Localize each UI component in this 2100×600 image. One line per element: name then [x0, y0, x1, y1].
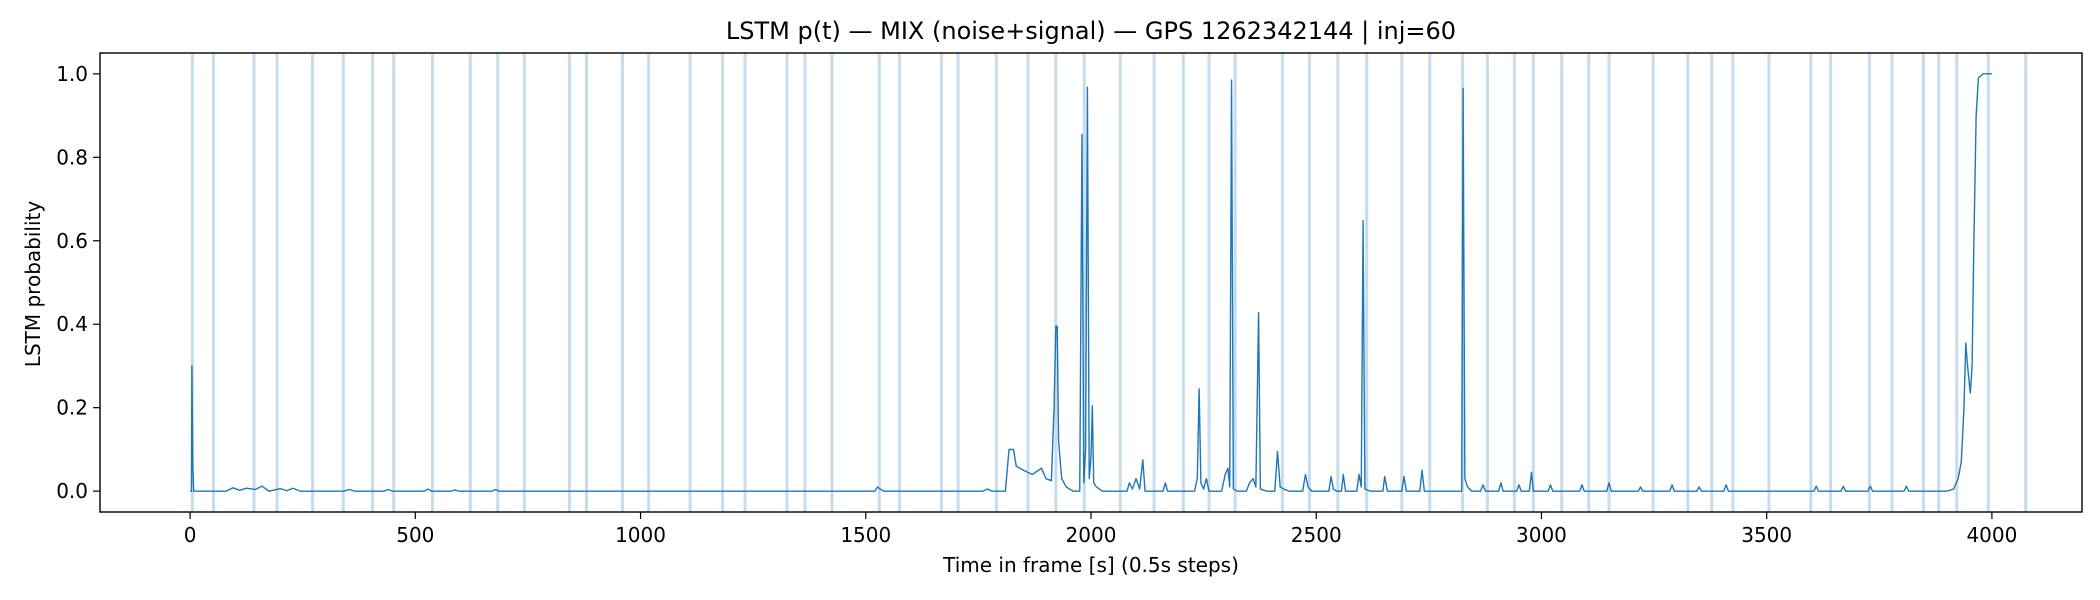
- injection-marker-35: [1280, 53, 1284, 512]
- y-tick-label: 0.4: [56, 312, 88, 336]
- x-axis-label: Time in frame [s] (0.5s steps): [942, 553, 1239, 577]
- injection-marker-61: [2024, 53, 2028, 512]
- injection-marker-58: [1937, 53, 1941, 512]
- injection-marker-45: [1560, 53, 1564, 512]
- series-line-0: [190, 73, 1992, 492]
- injection-marker-19: [785, 53, 789, 512]
- injection-marker-39: [1400, 53, 1404, 512]
- injection-marker-13: [584, 53, 588, 512]
- injection-marker-21: [830, 53, 834, 512]
- injection-marker-14: [621, 53, 625, 512]
- injection-marker-33: [1207, 53, 1211, 512]
- x-tick-label: 0: [184, 523, 197, 547]
- y-tick-label: 0.6: [56, 229, 88, 253]
- injection-marker-55: [1867, 53, 1871, 512]
- injection-marker-32: [1181, 53, 1185, 512]
- injection-marker-38: [1365, 53, 1369, 512]
- x-tick-label: 3500: [1741, 523, 1792, 547]
- injection-marker-2: [252, 53, 256, 512]
- injection-marker-9: [468, 53, 472, 512]
- x-tick-label: 2000: [1066, 523, 1117, 547]
- injection-marker-7: [392, 53, 396, 512]
- y-axis-label: LSTM probability: [21, 201, 45, 368]
- y-tick-label: 1.0: [56, 62, 88, 86]
- injection-marker-28: [1054, 53, 1058, 512]
- injection-marker-0: [190, 53, 194, 512]
- y-tick-label: 0.2: [56, 396, 88, 420]
- injection-marker-25: [956, 53, 960, 512]
- x-tick-label: 4000: [1966, 523, 2017, 547]
- injection-marker-29: [1082, 53, 1086, 512]
- injection-marker-11: [522, 53, 526, 512]
- x-tick-label: 1500: [840, 523, 891, 547]
- injection-marker-31: [1152, 53, 1156, 512]
- injection-marker-47: [1607, 53, 1611, 512]
- injection-marker-49: [1686, 53, 1690, 512]
- injection-marker-37: [1336, 53, 1340, 512]
- injection-marker-27: [1026, 53, 1030, 512]
- injection-marker-10: [496, 53, 500, 512]
- x-tick-label: 500: [396, 523, 434, 547]
- injection-marker-8: [430, 53, 434, 512]
- injection-marker-5: [341, 53, 345, 512]
- injection-marker-15: [647, 53, 651, 512]
- injection-marker-52: [1767, 53, 1771, 512]
- injection-marker-30: [1118, 53, 1122, 512]
- injection-marker-6: [371, 53, 375, 512]
- x-tick-label: 2500: [1291, 523, 1342, 547]
- injection-marker-12: [567, 53, 571, 512]
- injection-marker-1: [212, 53, 216, 512]
- injection-marker-57: [1921, 53, 1925, 512]
- injection-marker-22: [877, 53, 881, 512]
- injection-marker-59: [1955, 53, 1959, 512]
- injection-marker-51: [1731, 53, 1735, 512]
- injection-marker-36: [1307, 53, 1311, 512]
- x-tick-label: 3000: [1516, 523, 1567, 547]
- injection-marker-20: [803, 53, 807, 512]
- injection-marker-50: [1710, 53, 1714, 512]
- injection-marker-54: [1829, 53, 1833, 512]
- injection-marker-18: [743, 53, 747, 512]
- injection-marker-4: [311, 53, 315, 512]
- injection-markers: [190, 53, 2028, 512]
- injection-marker-48: [1651, 53, 1655, 512]
- y-axis: 0.0 0.2 0.4 0.6 0.8 1.0: [56, 62, 100, 503]
- injection-marker-43: [1512, 53, 1516, 512]
- x-axis: 0 500 1000 1500 2000 2500 3000 3500 4000: [184, 512, 2017, 547]
- injection-marker-17: [721, 53, 725, 512]
- injection-marker-42: [1485, 53, 1489, 512]
- injection-marker-40: [1428, 53, 1432, 512]
- series-layer: [190, 73, 1992, 492]
- injection-marker-3: [275, 53, 279, 512]
- injection-marker-34: [1233, 53, 1237, 512]
- x-tick-label: 1000: [615, 523, 666, 547]
- injection-marker-44: [1531, 53, 1535, 512]
- injection-marker-56: [1890, 53, 1894, 512]
- injection-marker-24: [939, 53, 943, 512]
- injection-marker-23: [898, 53, 902, 512]
- chart-title: LSTM p(t) — MIX (noise+signal) — GPS 126…: [726, 17, 1456, 45]
- y-tick-label: 0.8: [56, 145, 88, 169]
- y-tick-label: 0.0: [56, 479, 88, 503]
- injection-marker-26: [994, 53, 998, 512]
- injection-marker-53: [1809, 53, 1813, 512]
- injection-marker-16: [688, 53, 692, 512]
- injection-marker-60: [1986, 53, 1990, 512]
- injection-marker-46: [1587, 53, 1591, 512]
